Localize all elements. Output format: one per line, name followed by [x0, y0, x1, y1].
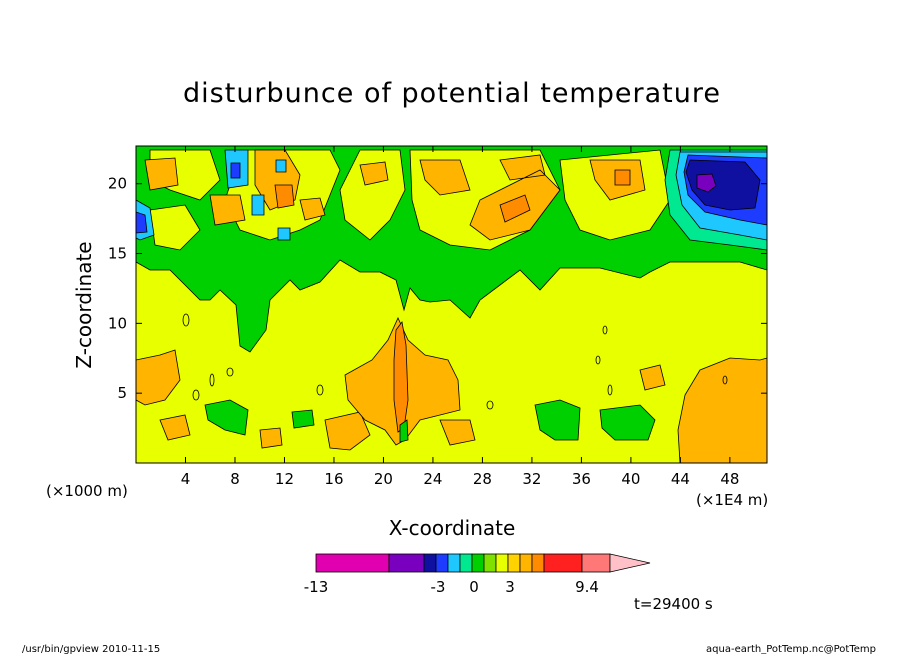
footer-right: aqua-earth_PotTemp.nc@PotTemp — [706, 644, 876, 654]
y-axis-title: Z-coordinate — [72, 241, 96, 368]
colorbar-segment — [315, 553, 390, 573]
colorbar-label: 3 — [505, 578, 515, 596]
colorbar-segment — [388, 553, 425, 573]
x-tick-label: 24 — [423, 470, 442, 488]
x-tick-label: 20 — [374, 470, 393, 488]
upper-orange-patches — [144, 149, 646, 241]
x-axis-title: X-coordinate — [389, 516, 516, 540]
colorbar-labels: -13 -3 0 3 9.4 — [304, 578, 599, 596]
colorbar — [315, 553, 651, 573]
colorbar-label: -13 — [304, 578, 329, 596]
colorbar-segment — [543, 553, 583, 573]
y-tick-label: 15 — [108, 245, 127, 263]
colorbar-segment — [459, 553, 473, 573]
upper-cyan-patches — [136, 149, 291, 241]
colorbar-segment — [507, 553, 521, 573]
upper-dark-orange-patches — [274, 169, 631, 223]
x-unit-right: (×1E4 m) — [696, 491, 768, 509]
colorbar-segment — [483, 553, 497, 573]
colorbar-segment — [435, 553, 449, 573]
small-contours — [182, 313, 728, 410]
colorbar-segment — [519, 553, 533, 573]
x-axis-ticks: 4 8 12 16 20 24 28 32 36 40 44 48 — [181, 146, 739, 488]
x-tick-label: 8 — [230, 470, 240, 488]
y-axis-ticks: 5 10 15 20 — [108, 175, 767, 402]
x-tick-label: 48 — [720, 470, 739, 488]
upper-blue-patches — [136, 162, 241, 234]
x-tick-label: 4 — [181, 470, 191, 488]
x-tick-label: 28 — [473, 470, 492, 488]
x-tick-label: 16 — [324, 470, 343, 488]
colorbar-segment — [531, 553, 545, 573]
lower-right-orange — [639, 357, 767, 463]
colorbar-label: -3 — [431, 578, 446, 596]
y-tick-label: 5 — [117, 384, 127, 402]
x-tick-label: 12 — [275, 470, 294, 488]
colorbar-label: 0 — [469, 578, 479, 596]
x-tick-label: 32 — [522, 470, 541, 488]
colorbar-segment — [447, 553, 461, 573]
y-tick-label: 20 — [108, 175, 127, 193]
colorbar-segment — [581, 553, 611, 573]
top-right-purple — [696, 173, 717, 193]
colorbar-segment — [471, 553, 485, 573]
x-tick-label: 36 — [572, 470, 591, 488]
x-tick-label: 40 — [621, 470, 640, 488]
lower-green-patches — [204, 399, 656, 443]
top-right-navy — [685, 159, 761, 211]
colorbar-extension-arrow — [609, 553, 651, 573]
chart-title: disturbunce of potential temperature — [183, 78, 721, 109]
lower-left-orange — [136, 349, 476, 451]
colorbar-segment — [423, 553, 437, 573]
footer-left: /usr/bin/gpview 2010-11-15 — [22, 644, 160, 654]
field-group — [136, 146, 767, 463]
plot-frame — [135, 145, 768, 464]
time-label: t=29400 s — [634, 595, 713, 613]
x-unit-left: (×1000 m) — [46, 482, 128, 500]
colorbar-segment — [495, 553, 509, 573]
colorbar-label: 9.4 — [575, 578, 599, 596]
x-tick-label: 44 — [671, 470, 690, 488]
y-tick-label: 10 — [108, 314, 127, 332]
